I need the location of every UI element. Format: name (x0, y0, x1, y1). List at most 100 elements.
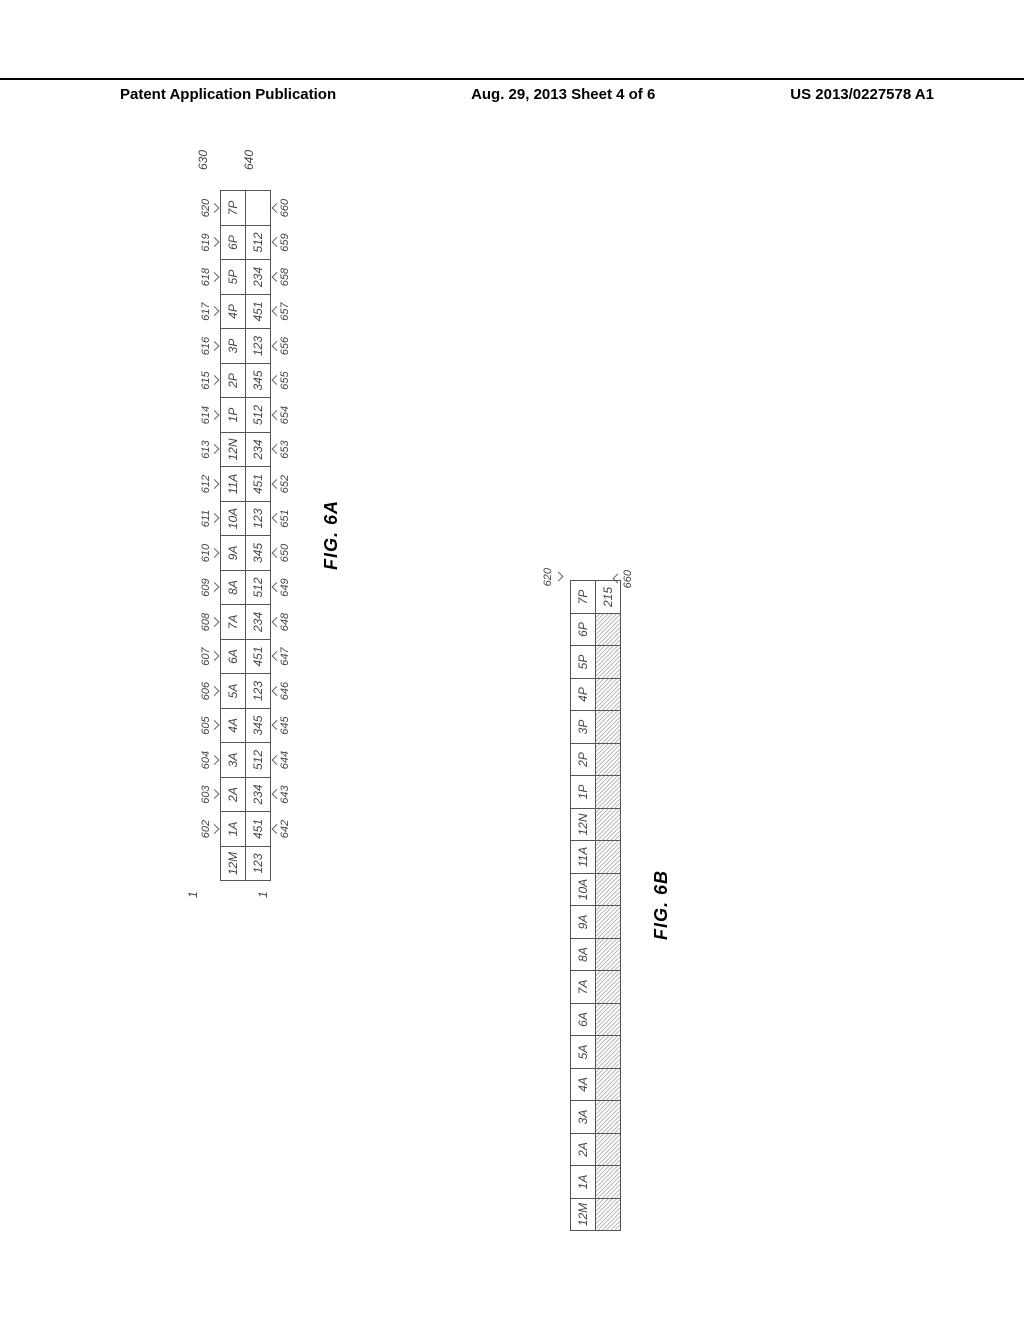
cell: 4A (570, 1068, 596, 1102)
cell (595, 678, 621, 712)
cell: 10A (220, 501, 246, 537)
bot-lbl: 659 (279, 225, 291, 261)
cell: 11A (570, 840, 596, 874)
header-right: US 2013/0227578 A1 (790, 86, 934, 103)
cell: 3A (220, 742, 246, 778)
cell: 512 (245, 742, 271, 778)
fig6a-caption: FIG. 6A (321, 190, 342, 880)
bot-lbl: 655 (279, 363, 291, 399)
cell: 6A (570, 1003, 596, 1037)
top-lbl: 607 (200, 639, 212, 675)
cell: 8A (570, 938, 596, 972)
cell: 451 (245, 639, 271, 675)
fig6a-bottom-labels: 642 643 644 645 646 647 648 649 650 651 … (279, 190, 291, 880)
header-mid: Aug. 29, 2013 Sheet 4 of 6 (471, 86, 655, 103)
top-lbl: 608 (200, 604, 212, 640)
cell: 1A (220, 811, 246, 847)
cell: 512 (245, 397, 271, 433)
cell: 3P (220, 328, 246, 364)
cell: 1P (220, 397, 246, 433)
top-lbl: 603 (200, 777, 212, 813)
top-lbl: 619 (200, 225, 212, 261)
fig6b-table: 620 660 12M 1A 2A 3A 4A 5A 6A 7A 8A 9A 1… (570, 580, 621, 1230)
cell (595, 1100, 621, 1134)
cell (595, 905, 621, 939)
figure-6a: 1 1 630 640 602 603 604 605 606 607 608 … (200, 190, 342, 880)
cell: 7P (220, 190, 246, 226)
top-lbl: 613 (200, 432, 212, 468)
page-header: Patent Application Publication Aug. 29, … (0, 78, 1024, 103)
fig6b-row2: 215 (596, 580, 621, 1230)
cell: 6P (220, 225, 246, 261)
cell: 10A (570, 873, 596, 907)
fig6a-label-640: 640 (242, 150, 256, 170)
fig6a-left-1-bot: 1 (256, 891, 270, 898)
cell (595, 1165, 621, 1199)
cell: 2P (220, 363, 246, 399)
top-lbl: 602 (200, 811, 212, 847)
top-lbl: 616 (200, 328, 212, 364)
fig6b-label-620: 620 (542, 568, 554, 586)
cell: 123 (245, 673, 271, 709)
cell: 451 (245, 294, 271, 330)
fig6a-top-labels: 602 603 604 605 606 607 608 609 610 611 … (200, 190, 212, 880)
cell: 345 (245, 363, 271, 399)
cell: 123 (245, 846, 271, 882)
fig6a-label-630: 630 (196, 150, 210, 170)
cell (245, 190, 271, 226)
fig6a-row2: 123 451 234 512 345 123 451 234 512 345 … (246, 190, 271, 880)
fig6a-table: 1 1 630 640 602 603 604 605 606 607 608 … (200, 190, 291, 880)
top-lbl: 605 (200, 708, 212, 744)
cell: 12N (570, 808, 596, 842)
cell: 6A (220, 639, 246, 675)
cell: 123 (245, 501, 271, 537)
top-lbl: 620 (200, 190, 212, 226)
cell: 234 (245, 432, 271, 468)
cell (595, 1198, 621, 1232)
cell (595, 938, 621, 972)
cell (595, 613, 621, 647)
cell: 2A (220, 777, 246, 813)
cell: 12M (570, 1198, 596, 1232)
bot-lbl: 654 (279, 397, 291, 433)
cell: 12M (220, 846, 246, 882)
cell: 5A (570, 1035, 596, 1069)
top-lbl: 615 (200, 363, 212, 399)
cell: 4P (570, 678, 596, 712)
cell: 7A (220, 604, 246, 640)
cell: 5A (220, 673, 246, 709)
cell: 6P (570, 613, 596, 647)
cell: 12N (220, 432, 246, 468)
bot-lbl: 658 (279, 259, 291, 295)
cell: 5P (220, 259, 246, 295)
cell (595, 1035, 621, 1069)
bot-lbl: 642 (279, 811, 291, 847)
cell: 345 (245, 535, 271, 571)
top-lbl: 604 (200, 742, 212, 778)
top-lbl: 617 (200, 294, 212, 330)
cell: 3A (570, 1100, 596, 1134)
cell: 451 (245, 811, 271, 847)
top-lbl: 614 (200, 397, 212, 433)
bot-lbl: 656 (279, 328, 291, 364)
cell: 5P (570, 645, 596, 679)
fig6b-caption: FIG. 6B (651, 580, 672, 1230)
cell: 4A (220, 708, 246, 744)
fig6b-row1: 12M 1A 2A 3A 4A 5A 6A 7A 8A 9A 10A 11A 1… (570, 580, 596, 1230)
cell (595, 645, 621, 679)
bot-lbl: 643 (279, 777, 291, 813)
bot-lbl: 649 (279, 570, 291, 606)
header-left: Patent Application Publication (120, 86, 336, 103)
cell: 11A (220, 466, 246, 502)
cell: 1P (570, 775, 596, 809)
bot-lbl: 660 (279, 190, 291, 226)
cell: 234 (245, 259, 271, 295)
bot-lbl: 645 (279, 708, 291, 744)
cell (595, 873, 621, 907)
bot-lbl: 651 (279, 501, 291, 537)
cell: 215 (595, 580, 621, 614)
bot-lbl: 657 (279, 294, 291, 330)
cell: 123 (245, 328, 271, 364)
cell (595, 970, 621, 1004)
bot-lbl: 648 (279, 604, 291, 640)
